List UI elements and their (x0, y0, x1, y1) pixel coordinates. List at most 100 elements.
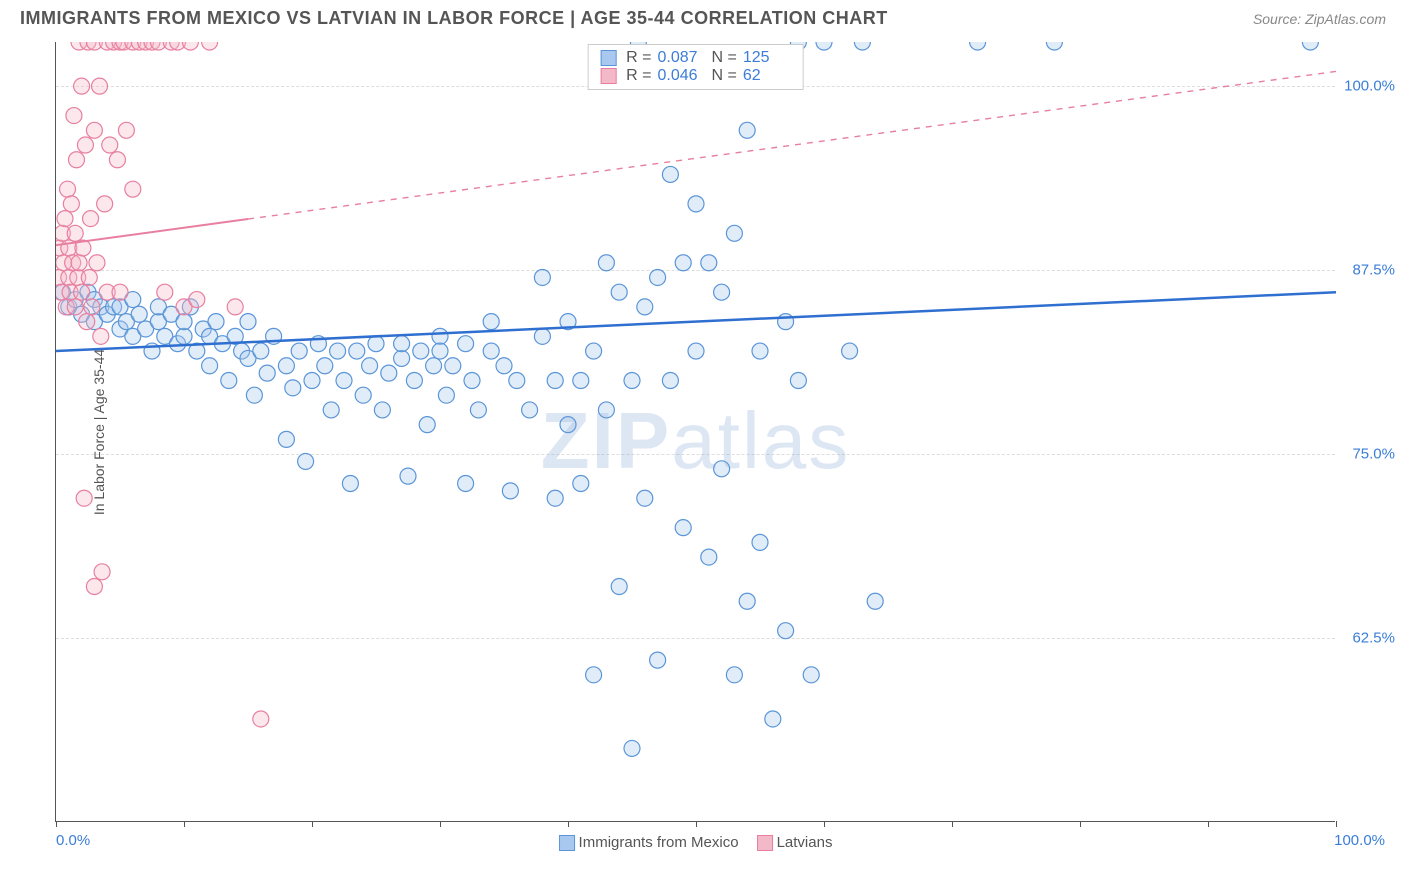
legend-item: Immigrants from Mexico (559, 834, 739, 851)
scatter-point-mexico (317, 358, 333, 374)
trend-line-latvians (56, 219, 248, 245)
scatter-point-mexico (170, 336, 186, 352)
scatter-point-mexico (189, 343, 205, 359)
scatter-point-latvians (83, 211, 99, 227)
scatter-point-latvians (71, 42, 87, 50)
scatter-point-latvians (86, 42, 102, 50)
scatter-point-mexico (496, 358, 512, 374)
scatter-point-mexico (99, 306, 115, 322)
scatter-point-mexico (790, 372, 806, 388)
scatter-point-mexico (118, 314, 134, 330)
y-axis-title: In Labor Force | Age 35-44 (91, 348, 107, 514)
x-tick (568, 821, 569, 827)
scatter-point-mexico (285, 380, 301, 396)
scatter-point-latvians (112, 284, 128, 300)
scatter-point-mexico (246, 387, 262, 403)
scatter-point-mexico (739, 122, 755, 138)
scatter-point-mexico (419, 417, 435, 433)
scatter-point-mexico (310, 336, 326, 352)
legend-swatch (559, 835, 575, 851)
scatter-point-latvians (68, 152, 84, 168)
scatter-point-latvians (144, 42, 160, 50)
x-tick (1208, 821, 1209, 827)
legend-label: Immigrants from Mexico (579, 834, 739, 851)
grid-line (56, 270, 1335, 271)
scatter-point-mexico (483, 314, 499, 330)
scatter-point-mexico (560, 417, 576, 433)
scatter-point-mexico (752, 534, 768, 550)
plot-area: In Labor Force | Age 35-44 62.5%75.0%87.… (55, 42, 1335, 822)
scatter-point-mexico (816, 42, 832, 50)
scatter-point-mexico (637, 490, 653, 506)
scatter-point-latvians (99, 42, 115, 50)
scatter-point-mexico (240, 350, 256, 366)
scatter-point-mexico (662, 166, 678, 182)
scatter-point-latvians (99, 284, 115, 300)
trend-line-dashed-latvians (248, 71, 1336, 219)
scatter-point-mexico (752, 343, 768, 359)
scatter-point-latvians (112, 42, 128, 50)
scatter-point-mexico (106, 299, 122, 315)
scatter-point-mexico (662, 372, 678, 388)
scatter-point-mexico (61, 299, 77, 315)
series-legend: Immigrants from Mexico Latvians (559, 834, 833, 851)
scatter-point-mexico (74, 306, 90, 322)
chart-header: IMMIGRANTS FROM MEXICO VS LATVIAN IN LAB… (0, 0, 1406, 33)
scatter-point-mexico (381, 365, 397, 381)
scatter-point-latvians (58, 299, 74, 315)
scatter-point-mexico (560, 314, 576, 330)
scatter-point-mexico (534, 328, 550, 344)
scatter-point-mexico (176, 314, 192, 330)
scatter-point-mexico (1046, 42, 1062, 50)
scatter-point-latvians (80, 42, 96, 50)
legend-item: Latvians (757, 834, 833, 851)
scatter-point-mexico (144, 343, 160, 359)
scatter-point-mexico (291, 343, 307, 359)
scatter-point-mexico (176, 328, 192, 344)
scatter-point-latvians (63, 196, 79, 212)
y-tick-label: 87.5% (1352, 262, 1395, 279)
scatter-point-mexico (675, 520, 691, 536)
scatter-point-latvians (116, 42, 132, 50)
x-tick (184, 821, 185, 827)
scatter-point-mexico (298, 453, 314, 469)
x-tick (1080, 821, 1081, 827)
x-tick (440, 821, 441, 827)
scatter-point-mexico (86, 314, 102, 330)
x-tick (952, 821, 953, 827)
scatter-point-mexico (125, 292, 141, 308)
scatter-point-latvians (125, 181, 141, 197)
scatter-point-latvians (65, 255, 81, 271)
scatter-point-mexico (483, 343, 499, 359)
legend-swatch (757, 835, 773, 851)
scatter-point-mexico (394, 336, 410, 352)
x-axis-label-max: 100.0% (1334, 832, 1385, 849)
scatter-point-latvians (81, 269, 97, 285)
scatter-point-latvians (61, 240, 77, 256)
scatter-point-mexico (342, 476, 358, 492)
legend-label: Latvians (777, 834, 833, 851)
scatter-point-mexico (586, 343, 602, 359)
scatter-point-mexico (624, 372, 640, 388)
scatter-svg (56, 42, 1336, 822)
scatter-point-latvians (77, 137, 93, 153)
scatter-point-mexico (80, 284, 96, 300)
scatter-point-mexico (611, 579, 627, 595)
scatter-point-latvians (189, 292, 205, 308)
scatter-point-latvians (66, 108, 82, 124)
grid-line (56, 638, 1335, 639)
scatter-point-latvians (79, 314, 95, 330)
scatter-point-mexico (125, 328, 141, 344)
scatter-point-mexico (854, 42, 870, 50)
scatter-point-mexico (573, 476, 589, 492)
scatter-point-mexico (112, 321, 128, 337)
scatter-point-mexico (227, 328, 243, 344)
scatter-point-mexico (598, 255, 614, 271)
scatter-point-mexico (349, 343, 365, 359)
grid-line (56, 454, 1335, 455)
scatter-point-mexico (93, 299, 109, 315)
scatter-point-mexico (470, 402, 486, 418)
scatter-point-latvians (131, 42, 147, 50)
y-tick-label: 62.5% (1352, 630, 1395, 647)
trend-line-mexico (56, 292, 1336, 351)
